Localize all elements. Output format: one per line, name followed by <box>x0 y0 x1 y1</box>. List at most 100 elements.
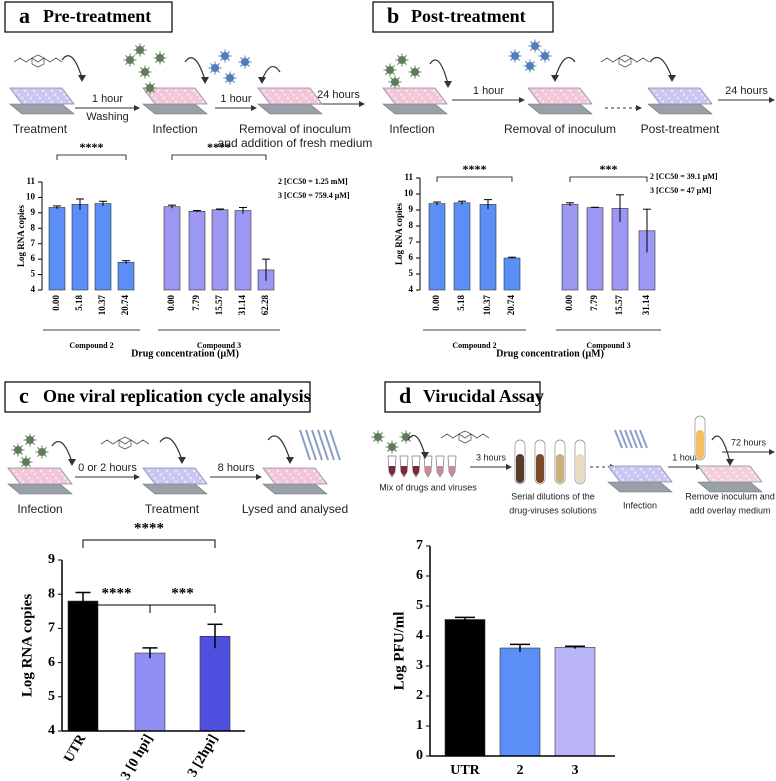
virus-spike <box>530 41 536 47</box>
virus-spike <box>155 57 161 63</box>
bar <box>199 635 231 732</box>
well <box>156 469 160 473</box>
bar <box>211 209 229 291</box>
virus-spike <box>394 77 400 83</box>
well <box>195 93 199 96</box>
well <box>295 97 299 100</box>
well <box>273 477 277 480</box>
well <box>720 478 724 481</box>
virus-spike <box>387 442 393 448</box>
well <box>291 477 295 480</box>
well <box>639 467 643 471</box>
arrow-head <box>178 457 186 464</box>
virus-spike <box>129 59 135 65</box>
well <box>36 477 40 480</box>
bar <box>117 261 135 291</box>
well <box>679 89 683 93</box>
virus-spike <box>389 65 395 71</box>
bar <box>503 257 521 291</box>
well <box>547 97 551 100</box>
virus-spike <box>139 45 145 51</box>
plate-side <box>7 483 73 495</box>
x-tick-label: 7.79 <box>589 295 599 311</box>
well <box>652 89 656 93</box>
arrow-head <box>201 77 209 84</box>
well <box>286 97 290 100</box>
well <box>580 93 584 96</box>
well <box>664 93 668 96</box>
virus-spike <box>240 61 246 67</box>
curved-arrow <box>649 57 673 79</box>
x-tick-label: 0.00 <box>166 295 176 311</box>
well <box>48 469 52 473</box>
virus-spike <box>529 65 535 71</box>
well <box>303 469 307 473</box>
arrow-head <box>726 459 734 466</box>
well <box>661 89 665 93</box>
arrow-head <box>256 474 262 480</box>
well <box>550 89 554 93</box>
step-label: Infection <box>389 122 434 136</box>
virus-spike <box>529 61 535 67</box>
curved-arrow <box>429 59 449 85</box>
arrow-head <box>551 75 559 82</box>
curved-arrow <box>184 57 206 81</box>
well <box>396 89 400 93</box>
y-tick-label: 8 <box>48 586 55 601</box>
plate <box>647 87 713 105</box>
y-tick-label: 2 <box>416 688 423 703</box>
well <box>24 473 28 476</box>
virus-spike <box>401 436 407 442</box>
well <box>538 97 542 100</box>
well <box>633 471 637 474</box>
virus-spike <box>155 53 161 59</box>
virus-spike <box>135 45 141 51</box>
well <box>50 100 54 104</box>
y-tick-label: 4 <box>416 628 423 643</box>
y-tick-label: 0 <box>416 748 423 763</box>
well <box>568 89 572 93</box>
arrow-label: 1 hour <box>220 93 252 105</box>
well <box>723 471 727 474</box>
well <box>541 89 545 93</box>
well <box>711 467 715 471</box>
well <box>420 97 424 100</box>
x-tick-label: 10.37 <box>97 295 107 316</box>
virus-spike <box>244 57 250 63</box>
well <box>41 100 45 104</box>
y-axis-label: Log PFU/ml <box>391 612 407 691</box>
well <box>171 97 175 100</box>
well <box>435 93 439 96</box>
virus-spike <box>540 51 546 57</box>
virus-spike <box>224 55 230 61</box>
well <box>553 93 557 96</box>
plate-side <box>257 103 323 115</box>
pipette-tip <box>299 429 311 461</box>
well <box>150 93 154 96</box>
plate <box>382 87 448 105</box>
well <box>44 93 48 96</box>
well <box>702 467 706 471</box>
well <box>405 89 409 93</box>
plate <box>142 467 208 485</box>
arrow-head <box>506 464 512 470</box>
curved-arrow <box>51 441 73 463</box>
well <box>271 100 275 104</box>
well <box>700 93 704 96</box>
well <box>32 100 36 104</box>
well <box>711 478 715 481</box>
well <box>658 97 662 100</box>
virus-spike <box>144 67 150 73</box>
y-tick-label: 4 <box>48 723 55 738</box>
virus-spike <box>25 439 31 445</box>
bar <box>188 211 206 291</box>
well <box>39 469 43 473</box>
well <box>667 97 671 100</box>
plate <box>142 87 208 105</box>
plate <box>697 465 763 483</box>
virus-spike <box>225 77 231 83</box>
virus-spike <box>229 77 235 83</box>
significance-bracket <box>171 154 267 160</box>
pipette-tip <box>634 429 643 449</box>
well <box>41 89 45 93</box>
